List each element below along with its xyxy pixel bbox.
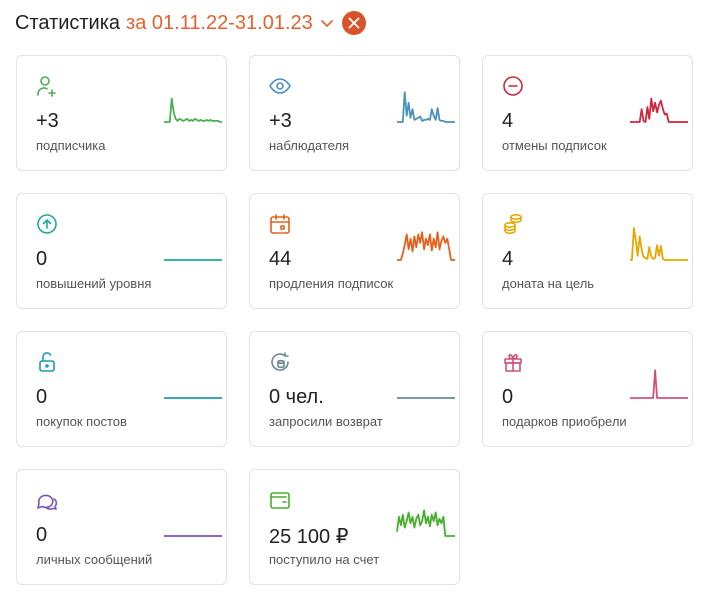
stat-label: продления подписок — [269, 276, 394, 291]
unlock-icon — [39, 352, 55, 372]
stats-header: Статистика за 01.11.22-31.01.23 — [15, 8, 366, 38]
stat-label: отмены подписок — [502, 138, 607, 153]
trend-sparkline — [397, 397, 455, 399]
chat-icon — [37, 494, 58, 510]
sparkline-series — [630, 369, 688, 399]
stat-label: запросили возврат — [269, 414, 383, 429]
trend-sparkline — [630, 97, 688, 123]
trend-sparkline — [397, 231, 455, 261]
stat-label: наблюдателя — [269, 138, 350, 153]
minus-circle-icon — [503, 76, 523, 96]
stat-label: подарков приобрели — [502, 414, 627, 429]
sparkline-series — [630, 227, 688, 261]
stat-label: личных сообщений — [36, 552, 153, 567]
stat-card-post-purchases[interactable]: 0 покупок постов — [16, 331, 227, 447]
stat-value: 44 — [269, 248, 292, 270]
stat-value: 0 — [502, 386, 514, 408]
stat-label: повышений уровня — [36, 276, 152, 291]
stat-card-renewals[interactable]: 44 продления подписок — [249, 193, 460, 309]
stat-value: +3 — [36, 110, 59, 132]
refund-icon — [271, 352, 289, 371]
trend-sparkline — [630, 369, 688, 399]
stat-card-gifts[interactable]: 0 подарков приобрели — [482, 331, 693, 447]
stat-card-refunds[interactable]: 0 чел. запросили возврат — [249, 331, 460, 447]
eye-icon — [269, 78, 291, 94]
sparkline-series — [630, 97, 688, 123]
period-label: за 01.11.22-31.01.23 — [126, 11, 313, 34]
stat-card-donations[interactable]: 4 доната на цель — [482, 193, 693, 309]
trend-sparkline — [164, 535, 222, 537]
sparkline-series — [164, 97, 222, 123]
stat-card-cancellations[interactable]: 4 отмены подписок — [482, 55, 693, 171]
trend-sparkline — [396, 509, 455, 537]
stat-label: подписчика — [36, 138, 106, 153]
stat-value: 0 — [36, 524, 48, 546]
sparkline-series — [396, 509, 455, 537]
period-selector[interactable]: за 01.11.22-31.01.23 — [126, 12, 333, 35]
stat-card-level-ups[interactable]: 0 повышений уровня — [16, 193, 227, 309]
stat-card-watchers[interactable]: +3 наблюдателя — [249, 55, 460, 171]
close-icon — [348, 17, 360, 29]
stat-value: 4 — [502, 110, 514, 132]
stat-value: 0 — [36, 248, 48, 270]
trend-sparkline — [397, 91, 455, 123]
stat-value: 4 — [502, 248, 514, 270]
coins-icon — [504, 213, 522, 235]
page-title: Статистика — [15, 11, 121, 34]
sparkline-series — [397, 231, 455, 261]
stat-value: 0 — [36, 386, 48, 408]
chevron-down-icon — [320, 20, 333, 27]
stat-label: поступило на счет — [269, 552, 380, 567]
clear-period-button[interactable] — [341, 11, 366, 35]
calendar-icon — [270, 214, 290, 234]
gift-icon — [504, 353, 522, 372]
trend-sparkline — [164, 259, 222, 261]
stat-label: доната на цель — [502, 276, 595, 291]
stat-card-income[interactable]: 25 100 ₽ поступило на счет — [249, 469, 460, 585]
stat-card-subscribers[interactable]: +3 подписчика — [16, 55, 227, 171]
sparkline-series — [397, 91, 455, 123]
stat-card-private-messages[interactable]: 0 личных сообщений — [16, 469, 227, 585]
user-plus-icon — [37, 76, 56, 97]
wallet-icon — [270, 492, 290, 509]
trend-sparkline — [630, 227, 688, 261]
stat-value: 25 100 ₽ — [269, 526, 349, 548]
trend-sparkline — [164, 97, 222, 123]
trend-sparkline — [164, 397, 222, 399]
arrow-up-circle-icon — [37, 214, 57, 234]
stat-value: +3 — [269, 110, 292, 132]
stat-value: 0 чел. — [269, 386, 324, 408]
stat-label: покупок постов — [36, 414, 127, 429]
